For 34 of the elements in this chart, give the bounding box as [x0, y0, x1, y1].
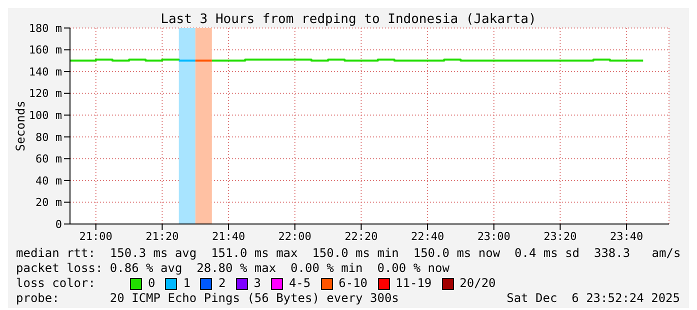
y-tick-label: 20 m	[36, 196, 62, 210]
legend-label: 20/20	[458, 276, 496, 291]
x-tick-label: 22:00	[278, 230, 312, 243]
y-tick-label: 140 m	[28, 65, 62, 78]
x-tick-label: 23:20	[544, 230, 577, 243]
y-tick-label: 40 m	[36, 174, 62, 188]
x-tick-label: 23:00	[477, 230, 510, 243]
x-tick-label: 21:40	[212, 230, 246, 243]
y-axis-title: Seconds	[13, 100, 28, 152]
y-tick-label: 0	[55, 218, 62, 231]
text: probe: 20 ICMP Echo Pings (56 Bytes) every 300s	[16, 291, 399, 306]
legend-label: 1	[182, 276, 190, 291]
y-tick-label: 80 m	[36, 130, 62, 144]
legend-label: 3	[252, 276, 261, 291]
x-tick-label: 21:20	[146, 230, 179, 243]
y-tick-label: 120 m	[28, 87, 62, 100]
legend-label: 0	[147, 276, 156, 291]
text: median rtt: 150.3 ms avg 151.0 ms max 150.0 ms min 150.0 ms now 0.4 ms sd 338.3 am/s	[16, 246, 681, 261]
y-tick-label: 60 m	[36, 152, 62, 166]
text: packet loss: 0.86 % avg 28.80 % max 0.00 % min 0.00 % now	[16, 261, 450, 276]
legend-label: 11-19	[394, 276, 432, 291]
legend-label: 6-10	[338, 276, 368, 291]
y-tick-label: 160 m	[28, 44, 62, 57]
chart-title: Last 3 Hours from redping to Indonesia (Jakarta)	[160, 12, 536, 27]
y-tick-label: 100 m	[28, 109, 62, 122]
legend-label: 4-5	[288, 276, 311, 291]
x-tick-label: 22:20	[344, 230, 378, 243]
legend-title: loss color:	[16, 276, 96, 291]
y-tick-label: 180 m	[28, 22, 62, 35]
text: Sat Dec 6 23:52:24 2025	[506, 291, 680, 306]
legend-label: 2	[217, 276, 226, 291]
x-tick-label: 21:00	[79, 230, 112, 243]
x-tick-label: 23:40	[610, 230, 644, 243]
x-tick-label: 22:40	[410, 230, 444, 243]
